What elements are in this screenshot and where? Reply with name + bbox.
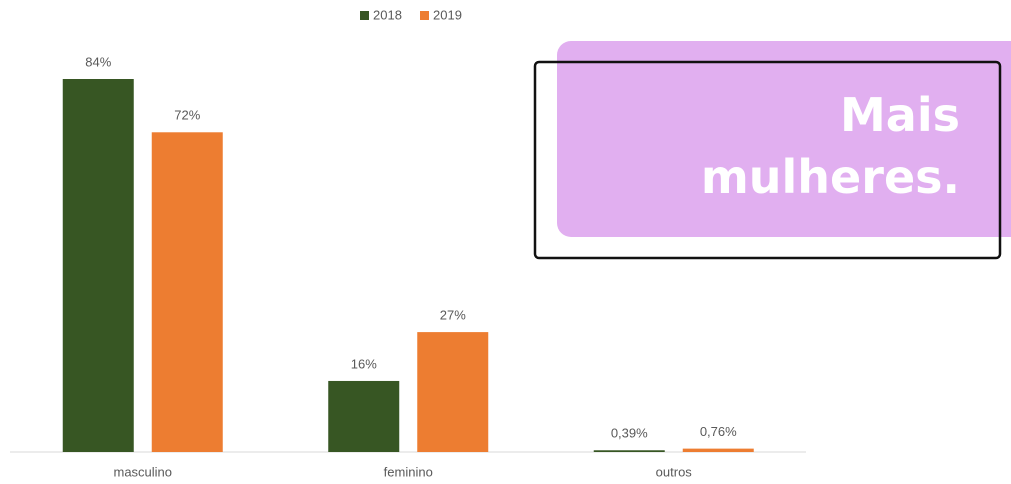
callout-background bbox=[557, 41, 1011, 237]
legend-label: 2018 bbox=[373, 7, 402, 22]
x-tick-label: outros bbox=[656, 464, 693, 479]
legend-swatch bbox=[420, 11, 429, 20]
bar bbox=[593, 450, 665, 452]
legend-swatch bbox=[360, 11, 369, 20]
callout-text: Mais mulheres. bbox=[700, 88, 960, 204]
value-label: 72% bbox=[174, 108, 200, 123]
callout-frame bbox=[533, 60, 1002, 260]
bar bbox=[328, 380, 400, 452]
x-tick-label: masculino bbox=[113, 464, 172, 479]
value-label: 84% bbox=[85, 54, 111, 69]
bar bbox=[417, 332, 489, 452]
value-label: 0,39% bbox=[611, 426, 648, 441]
value-label: 0,76% bbox=[700, 424, 737, 439]
legend-label: 2019 bbox=[433, 7, 462, 22]
bar bbox=[151, 132, 223, 453]
bar bbox=[62, 79, 134, 452]
value-label: 27% bbox=[440, 308, 466, 323]
value-label: 16% bbox=[351, 356, 377, 371]
bar bbox=[682, 448, 754, 452]
x-tick-label: feminino bbox=[384, 464, 433, 479]
